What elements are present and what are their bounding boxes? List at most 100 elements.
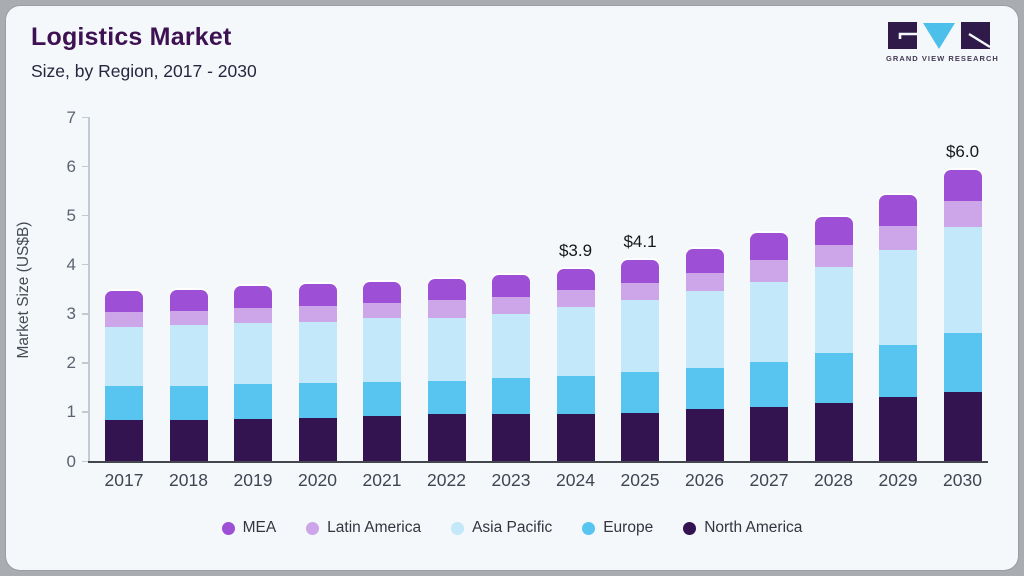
bar-segment-latin-america-2020	[298, 305, 337, 322]
bar-segment-latin-america-2024	[556, 289, 595, 308]
bar-segment-asia-pacific-2020	[298, 321, 337, 384]
y-tick-mark	[82, 411, 88, 413]
y-tick-label: 6	[66, 156, 76, 176]
value-label: $6.0	[945, 141, 980, 161]
x-tick-label: 2022	[427, 470, 466, 490]
brand-logo: GRAND VIEW RESEARCH	[886, 20, 999, 66]
bar-2030	[943, 169, 982, 461]
bar-segment-europe-2028	[814, 352, 853, 403]
bar-segment-europe-2020	[298, 383, 337, 418]
bar-segment-mea-2030	[943, 169, 982, 202]
legend-item-latin-america: Latin America	[306, 519, 421, 537]
legend-dot-icon	[582, 521, 596, 535]
bar-segment-north-america-2028	[814, 402, 853, 461]
y-tick-mark	[82, 116, 88, 118]
y-tick-label: 3	[66, 304, 76, 324]
y-tick-label: 7	[66, 107, 76, 127]
bar-segment-asia-pacific-2028	[814, 266, 853, 353]
x-tick-label: 2030	[943, 470, 982, 490]
legend: MEA Latin America Asia Pacific Europe North …	[6, 512, 1018, 544]
legend-label: Latin America	[327, 519, 422, 536]
y-tick-mark	[82, 214, 88, 217]
bar-segment-europe-2022	[427, 380, 466, 415]
x-tick-label: 2025	[620, 470, 660, 490]
page-subtitle: Size, by Region, 2017 - 2030	[31, 61, 257, 81]
bar-segment-asia-pacific-2021	[363, 318, 401, 383]
bar-segment-latin-america-2018	[169, 310, 208, 325]
bar-segment-mea-2019	[234, 286, 272, 308]
bar-segment-north-america-2020	[298, 417, 337, 461]
legend-item-mea: MEA	[221, 519, 276, 537]
y-tick-label: 1	[66, 402, 76, 422]
bar-segment-latin-america-2027	[750, 259, 788, 282]
bar-segment-mea-2027	[750, 233, 788, 260]
bar-segment-europe-2030	[943, 332, 982, 392]
bar-segment-mea-2028	[814, 216, 853, 246]
bar-segment-latin-america-2029	[879, 226, 917, 251]
bar-segment-europe-2029	[879, 345, 917, 397]
y-tick-label: 5	[66, 205, 76, 225]
x-tick-label: 2029	[878, 470, 918, 490]
bar-segment-latin-america-2022	[427, 300, 466, 318]
bar-2026	[685, 249, 724, 461]
x-tick-label: 2024	[556, 470, 595, 490]
bar-2028	[814, 216, 853, 461]
x-tick-label: 2018	[169, 470, 208, 490]
bar-segment-latin-america-2019	[234, 307, 272, 324]
y-tick-mark	[82, 362, 88, 364]
brand-logo-text: GRAND VIEW RESEARCH	[886, 54, 999, 63]
bar-segment-latin-america-2025	[621, 282, 659, 300]
bar-segment-mea-2017	[105, 290, 143, 313]
legend-dot-icon	[683, 521, 697, 535]
value-label: $3.9	[558, 241, 593, 261]
x-tick-label: 2020	[298, 470, 337, 490]
bar-segment-north-america-2019	[234, 419, 272, 461]
y-axis-title: Market Size (US$B)	[15, 221, 32, 359]
bar-2022	[427, 279, 466, 461]
logo-g-block	[888, 22, 917, 49]
bar-2018	[169, 289, 208, 461]
y-tick-mark	[82, 313, 88, 315]
bar-segment-mea-2024	[556, 269, 595, 290]
bar-2029	[879, 195, 917, 461]
bar-2019	[234, 286, 272, 461]
bar-segment-asia-pacific-2029	[879, 250, 917, 346]
bar-segment-north-america-2026	[685, 409, 724, 461]
legend-dot-icon	[221, 521, 235, 535]
bar-segment-north-america-2030	[943, 391, 982, 461]
bar-segment-latin-america-2028	[814, 245, 853, 267]
y-tick-mark	[82, 460, 88, 462]
y-tick-label: 0	[66, 451, 76, 471]
bar-segment-europe-2024	[556, 375, 595, 414]
bar-segment-north-america-2024	[556, 413, 595, 461]
bar-segment-europe-2027	[750, 361, 788, 407]
legend-item-asia-pacific: Asia Pacific	[451, 519, 552, 537]
logo-v-triangle	[923, 23, 955, 49]
bar-segment-latin-america-2026	[685, 272, 724, 291]
bar-2017	[105, 290, 143, 461]
bar-segment-mea-2023	[492, 275, 530, 297]
legend-dot-icon	[451, 521, 465, 535]
bar-segment-mea-2018	[169, 289, 208, 311]
bar-segment-asia-pacific-2018	[169, 324, 208, 386]
page-title: Logistics Market	[31, 23, 232, 51]
bar-segment-asia-pacific-2023	[492, 313, 530, 379]
bar-2021	[363, 282, 401, 461]
bar-segment-mea-2022	[427, 279, 466, 301]
x-tick-label: 2023	[491, 470, 531, 490]
bar-segment-europe-2019	[234, 384, 272, 420]
bar-segment-asia-pacific-2017	[105, 327, 143, 386]
bar-segment-mea-2021	[363, 282, 401, 303]
bar-2025	[621, 259, 659, 461]
bar-segment-asia-pacific-2030	[943, 226, 982, 333]
legend-item-europe: Europe	[582, 519, 653, 537]
bar-segment-latin-america-2017	[105, 312, 143, 328]
bar-segment-europe-2026	[685, 367, 724, 410]
legend-label: Asia Pacific	[472, 519, 553, 536]
bar-segment-asia-pacific-2019	[234, 323, 272, 385]
y-tick-mark	[82, 263, 88, 266]
x-tick-label: 2027	[749, 470, 789, 490]
bar-segment-asia-pacific-2022	[427, 317, 466, 381]
bar-segment-europe-2018	[169, 385, 208, 421]
bar-segment-asia-pacific-2027	[750, 281, 788, 362]
